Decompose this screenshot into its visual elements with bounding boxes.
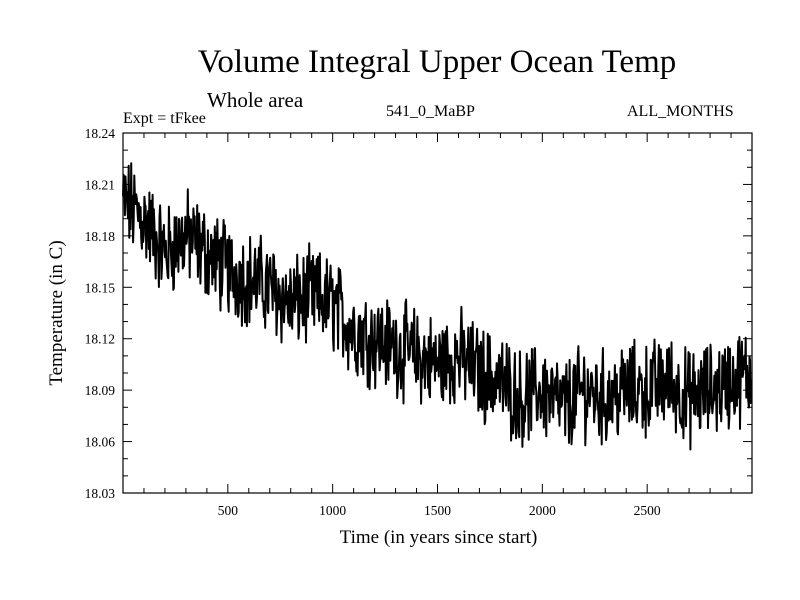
y-tick-label: 18.15 [85,280,116,295]
y-axis-label: Temperature (in C) [46,240,67,385]
x-tick-label: 2000 [529,503,556,518]
run-label: 541_0_MaBP [386,103,475,120]
chart-title: Volume Integral Upper Ocean Temp [197,44,677,80]
y-tick-label: 18.06 [85,435,116,450]
x-tick-label: 2500 [634,503,661,518]
temperature-series-line [122,162,753,451]
experiment-label: Expt = tFkee [123,110,206,127]
x-axis-label: Time (in years since start) [340,527,538,548]
y-tick-label: 18.12 [85,332,115,347]
chart-subtitle: Whole area [207,88,304,112]
x-tick-label: 1000 [319,503,346,518]
y-tick-label: 18.09 [85,383,116,398]
y-tick-label: 18.18 [85,229,116,244]
x-tick-labels: 500 1000 1500 2000 2500 [218,503,661,518]
months-label: ALL_MONTHS [627,103,734,120]
x-tick-label: 500 [218,503,239,518]
y-tick-label: 18.21 [85,177,115,192]
y-tick-labels: 18.03 18.06 18.09 18.12 18.15 18.18 18.21 18.24 [85,126,116,501]
axis-ticks [123,133,752,493]
plot-frame [122,132,753,494]
x-tick-label: 1500 [424,503,451,518]
y-tick-label: 18.24 [85,126,116,141]
y-tick-label: 18.03 [85,486,116,501]
